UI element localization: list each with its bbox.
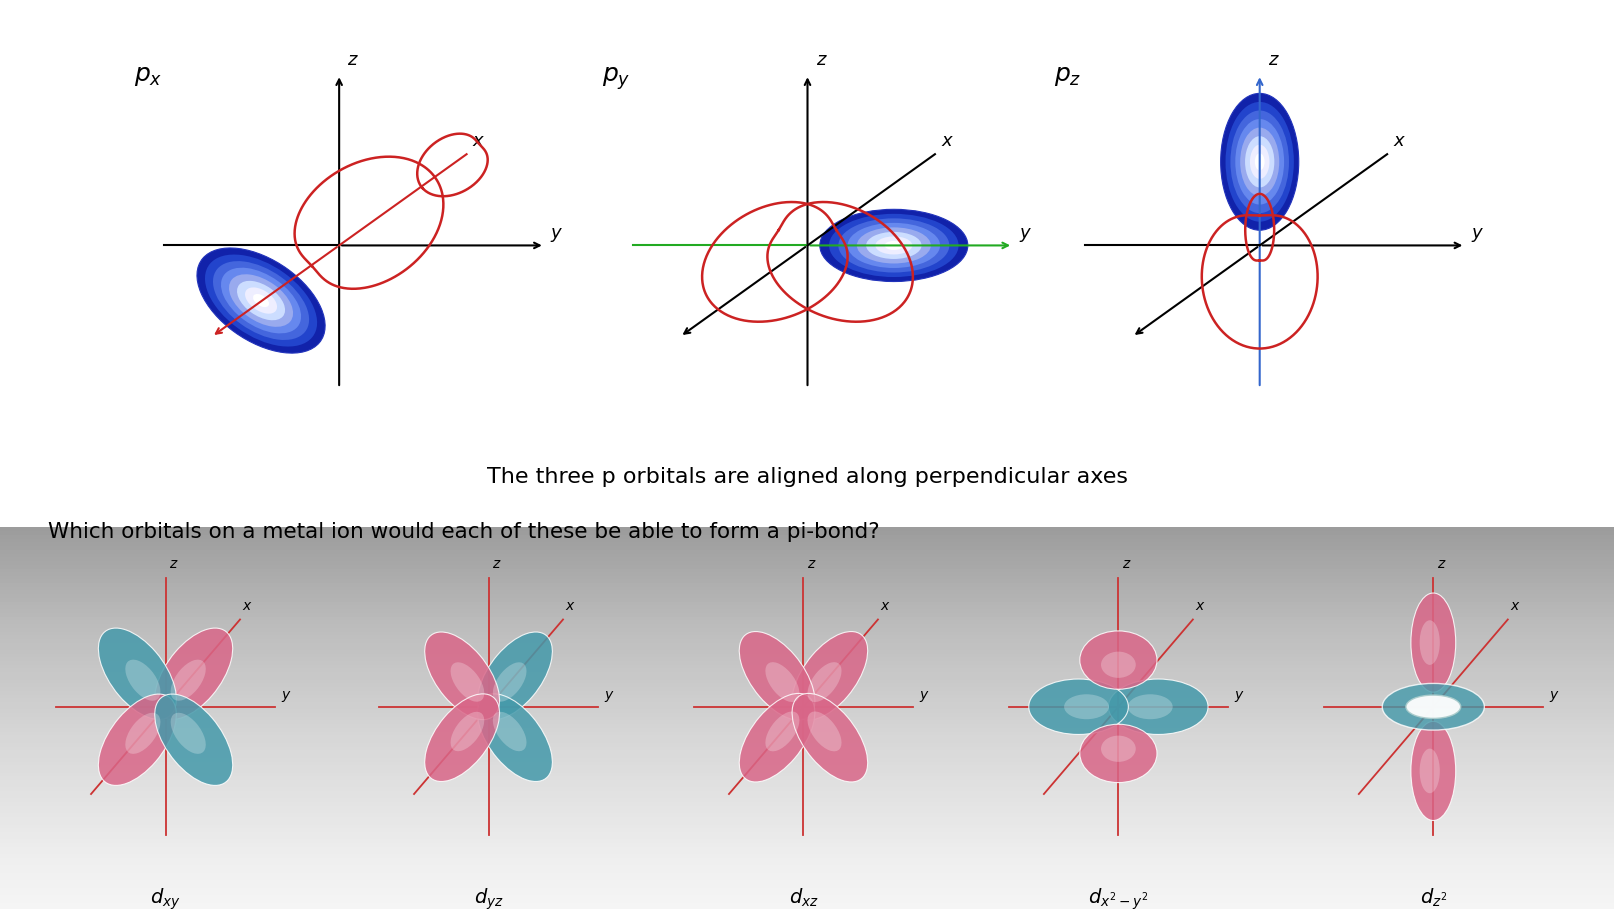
Text: Which orbitals on a metal ion would each of these be able to form a pi-bond?: Which orbitals on a metal ion would each…	[48, 522, 880, 542]
Text: x: x	[941, 133, 951, 150]
Ellipse shape	[155, 694, 232, 785]
Text: x: x	[1509, 598, 1517, 613]
Text: y: y	[1548, 688, 1556, 703]
Ellipse shape	[739, 694, 815, 782]
Text: z: z	[807, 557, 813, 571]
Ellipse shape	[828, 214, 959, 277]
Ellipse shape	[171, 660, 205, 701]
Ellipse shape	[1419, 749, 1440, 794]
Ellipse shape	[1249, 145, 1269, 179]
Ellipse shape	[197, 248, 324, 353]
Ellipse shape	[820, 209, 967, 282]
Ellipse shape	[155, 628, 232, 719]
Ellipse shape	[1107, 679, 1207, 734]
Ellipse shape	[478, 632, 552, 720]
Ellipse shape	[1244, 136, 1273, 187]
Ellipse shape	[807, 712, 841, 752]
Text: $d_{xy}$: $d_{xy}$	[150, 886, 181, 909]
Ellipse shape	[205, 255, 316, 346]
Ellipse shape	[1220, 94, 1298, 230]
Ellipse shape	[492, 712, 526, 751]
Text: $d_{x^2-y^2}$: $d_{x^2-y^2}$	[1088, 886, 1148, 909]
Ellipse shape	[478, 694, 552, 782]
Text: $d_{xz}$: $d_{xz}$	[788, 886, 818, 909]
Text: y: y	[1233, 688, 1241, 703]
Text: x: x	[473, 133, 483, 150]
Text: z: z	[1122, 557, 1128, 571]
Ellipse shape	[1127, 694, 1172, 719]
Ellipse shape	[1028, 679, 1128, 734]
Text: x: x	[1194, 598, 1202, 613]
Text: z: z	[347, 51, 357, 69]
Ellipse shape	[1411, 593, 1454, 692]
Text: $p_x$: $p_x$	[134, 65, 161, 88]
Ellipse shape	[1411, 722, 1454, 821]
Ellipse shape	[98, 694, 176, 785]
Text: z: z	[1267, 51, 1277, 69]
Ellipse shape	[884, 241, 902, 250]
Ellipse shape	[213, 261, 308, 340]
Ellipse shape	[875, 236, 912, 255]
Text: The three p orbitals are aligned along perpendicular axes: The three p orbitals are aligned along p…	[487, 467, 1127, 487]
Ellipse shape	[847, 223, 939, 268]
Text: y: y	[550, 224, 562, 242]
Ellipse shape	[1235, 119, 1283, 205]
Text: $d_{z^2}$: $d_{z^2}$	[1419, 886, 1446, 909]
Ellipse shape	[424, 694, 499, 782]
Text: z: z	[1436, 557, 1443, 571]
Ellipse shape	[791, 632, 867, 720]
Ellipse shape	[229, 275, 292, 327]
Ellipse shape	[98, 628, 176, 719]
Ellipse shape	[1406, 695, 1459, 718]
Text: x: x	[880, 598, 888, 613]
Ellipse shape	[424, 632, 499, 720]
Ellipse shape	[1419, 620, 1440, 664]
Ellipse shape	[1382, 684, 1483, 730]
Ellipse shape	[765, 662, 799, 702]
Text: y: y	[281, 688, 289, 703]
Ellipse shape	[765, 712, 799, 752]
Ellipse shape	[1225, 102, 1293, 222]
Text: y: y	[1018, 224, 1030, 242]
Ellipse shape	[450, 712, 484, 751]
Ellipse shape	[1080, 631, 1156, 689]
Ellipse shape	[1101, 735, 1135, 762]
Ellipse shape	[838, 218, 949, 273]
Ellipse shape	[857, 227, 930, 264]
Text: z: z	[492, 557, 499, 571]
Ellipse shape	[807, 662, 841, 702]
Ellipse shape	[237, 281, 286, 320]
Ellipse shape	[492, 663, 526, 702]
Ellipse shape	[1230, 111, 1288, 213]
Ellipse shape	[1064, 694, 1109, 719]
Ellipse shape	[221, 267, 300, 334]
Text: $d_{yz}$: $d_{yz}$	[473, 886, 504, 909]
Text: y: y	[918, 688, 926, 703]
Ellipse shape	[1254, 154, 1264, 170]
Ellipse shape	[1080, 724, 1156, 783]
Ellipse shape	[865, 232, 922, 259]
Ellipse shape	[450, 663, 484, 702]
Text: y: y	[604, 688, 612, 703]
Text: y: y	[1470, 224, 1482, 242]
Ellipse shape	[171, 713, 205, 754]
Ellipse shape	[1240, 127, 1278, 196]
Ellipse shape	[739, 632, 815, 720]
Ellipse shape	[1101, 652, 1135, 678]
Text: z: z	[815, 51, 825, 69]
Text: x: x	[1393, 133, 1403, 150]
Ellipse shape	[126, 660, 160, 701]
Text: $p_z$: $p_z$	[1054, 65, 1081, 88]
Ellipse shape	[791, 694, 867, 782]
Ellipse shape	[245, 287, 278, 314]
Text: x: x	[242, 598, 250, 613]
Text: x: x	[565, 598, 573, 613]
Text: $p_y$: $p_y$	[602, 65, 629, 92]
Ellipse shape	[253, 294, 270, 307]
Text: z: z	[169, 557, 176, 571]
Ellipse shape	[126, 713, 160, 754]
